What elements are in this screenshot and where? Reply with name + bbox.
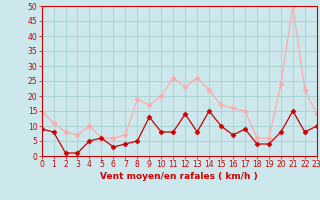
X-axis label: Vent moyen/en rafales ( km/h ): Vent moyen/en rafales ( km/h ): [100, 172, 258, 181]
